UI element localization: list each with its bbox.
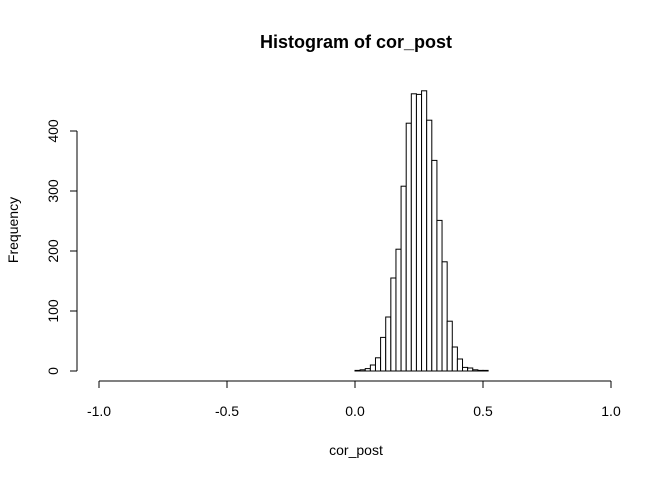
histogram-bar (477, 369, 484, 372)
histogram-bar (385, 316, 392, 372)
histogram-bar (431, 159, 438, 372)
y-tick-label: 0 (45, 367, 61, 375)
histogram-bar (451, 346, 458, 372)
histogram-bar (369, 364, 376, 372)
x-tick-label: 1.0 (601, 403, 621, 419)
histogram-bar (441, 261, 448, 372)
x-tick-label: -1.0 (87, 403, 111, 419)
histogram-bar (380, 336, 387, 372)
histogram-bar (436, 219, 443, 372)
histogram-bar (390, 277, 397, 372)
y-axis: 0 100 200 300 400 (45, 119, 78, 375)
x-tick-label: 0.0 (345, 403, 365, 419)
histogram-bar (421, 90, 428, 372)
y-tick-label: 100 (45, 299, 61, 323)
y-tick-label: 300 (45, 179, 61, 203)
histogram-bar (415, 93, 423, 372)
x-tick-label: -0.5 (215, 403, 239, 419)
histogram-bar (374, 357, 382, 372)
histogram-bar (395, 248, 402, 372)
histogram-bar (462, 366, 469, 372)
y-axis-label: Frequency (5, 197, 21, 263)
chart-title: Histogram of cor_post (260, 32, 452, 52)
histogram-bar (405, 122, 412, 372)
histogram-bar (446, 320, 453, 372)
x-axis: -1.0 -0.5 0.0 0.5 1.0 (87, 380, 621, 419)
x-axis-label: cor_post (329, 442, 383, 458)
histogram-bar (482, 369, 489, 372)
y-tick-label: 200 (45, 239, 61, 263)
histogram-bar (467, 367, 474, 372)
histogram-bar (472, 369, 479, 372)
histogram-bar (426, 119, 433, 372)
histogram-bar (400, 185, 407, 372)
y-tick-label: 400 (45, 119, 61, 143)
histogram-bar (359, 369, 366, 372)
histogram-bar (354, 369, 361, 372)
bars-group (354, 90, 489, 372)
x-tick-label: 0.5 (473, 403, 493, 419)
histogram-bar (456, 358, 464, 372)
histogram-bar (410, 93, 417, 372)
histogram-bar (364, 368, 371, 372)
